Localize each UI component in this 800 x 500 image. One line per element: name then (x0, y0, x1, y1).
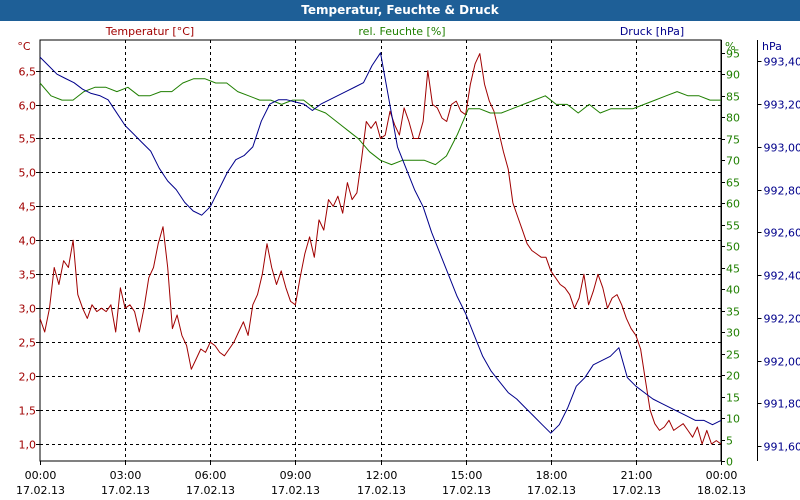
left-tick-label: 3,0 (19, 303, 37, 316)
right1-tick-label: 5 (726, 435, 733, 448)
left-tick-label: 3,5 (19, 269, 37, 282)
x-tick-time-label: 18:00 (536, 469, 568, 482)
right1-tick-label: 40 (726, 284, 740, 297)
right1-tick-label: 30 (726, 327, 740, 340)
right1-tick-label: 65 (726, 177, 740, 190)
right1-tick-label: 0 (726, 456, 733, 469)
right2-tick-label: 991,60 (764, 441, 800, 454)
x-tick-date-label: 17.02.13 (101, 484, 150, 497)
left-tick-label: 6,5 (19, 66, 37, 79)
left-tick-label: 2,0 (19, 371, 37, 384)
right2-tick-label: 992,80 (764, 185, 800, 198)
right2-tick-label: 992,20 (764, 313, 800, 326)
temperature-series-line (39, 53, 722, 445)
right1-tick-label: 20 (726, 370, 740, 383)
right1-tick-label: 70 (726, 155, 740, 168)
humidity-series-line (39, 78, 721, 166)
right1-tick-label: 15 (726, 392, 740, 405)
right2-tick-label: 992,60 (764, 227, 800, 240)
right2-tick-label: 993,00 (764, 142, 800, 155)
left-tick-label: 1,5 (19, 405, 37, 418)
right1-tick-label: 80 (726, 112, 740, 125)
right2-tick-label: 993,40 (764, 56, 800, 69)
x-tick-date-label: 17.02.13 (16, 484, 65, 497)
x-tick-time-label: 09:00 (280, 469, 312, 482)
left-tick-label: 4,5 (19, 201, 37, 214)
left-tick-label: 4,0 (19, 235, 37, 248)
x-tick-time-label: 15:00 (451, 469, 483, 482)
x-tick-time-label: 21:00 (621, 469, 653, 482)
legend-label: Druck [hPa] (620, 25, 684, 38)
left-tick-label: 1,0 (19, 439, 37, 452)
right2-tick-label: 991,80 (764, 398, 800, 411)
label-layer: 00:00 17.02.13 03:00 17.02.13 06:00 17.02.13 0… (16, 25, 800, 497)
x-tick-date-label: 17.02.13 (527, 484, 576, 497)
chart-title: Temperatur, Feuchte & Druck (301, 3, 499, 17)
x-tick-date-label: 17.02.13 (271, 484, 320, 497)
right2-tick-label: 992,40 (764, 270, 800, 283)
x-tick-time-label: 00:00 (25, 469, 57, 482)
x-tick-date-label: 18.02.13 (697, 484, 746, 497)
title-bar (0, 0, 800, 21)
right1-tick-label: 35 (726, 306, 740, 319)
pressure-series-line (39, 52, 722, 434)
legend-label: Temperatur [°C] (105, 25, 194, 38)
grid-layer (39, 39, 722, 462)
right1-tick-label: 75 (726, 134, 740, 147)
right1-axis-unit: % (725, 40, 735, 53)
x-tick-date-label: 17.02.13 (442, 484, 491, 497)
right1-tick-label: 95 (726, 48, 740, 61)
left-tick-label: 6,0 (19, 100, 37, 113)
left-tick-label: 2,5 (19, 337, 37, 350)
x-tick-time-label: 06:00 (195, 469, 227, 482)
right1-tick-label: 90 (726, 69, 740, 82)
x-tick-date-label: 17.02.13 (357, 484, 406, 497)
axis-layer (36, 40, 762, 465)
right1-tick-label: 10 (726, 413, 740, 426)
right1-tick-label: 85 (726, 91, 740, 104)
x-tick-date-label: 17.02.13 (186, 484, 235, 497)
legend-label: rel. Feuchte [%] (358, 25, 445, 38)
x-tick-time-label: 00:00 (706, 469, 738, 482)
right1-tick-label: 60 (726, 198, 740, 211)
right1-tick-label: 25 (726, 349, 740, 362)
left-tick-label: 5,5 (19, 133, 37, 146)
series-layer (39, 52, 722, 445)
right2-axis-unit: hPa (762, 40, 782, 53)
right1-tick-label: 55 (726, 220, 740, 233)
plot-area-frame (39, 39, 722, 462)
right1-tick-label: 50 (726, 241, 740, 254)
right2-tick-label: 992,00 (764, 356, 800, 369)
left-tick-label: 5,0 (19, 167, 37, 180)
right2-tick-label: 993,20 (764, 99, 800, 112)
x-tick-date-label: 17.02.13 (612, 484, 661, 497)
x-tick-time-label: 12:00 (366, 469, 398, 482)
right1-tick-label: 45 (726, 263, 740, 276)
x-tick-time-label: 03:00 (110, 469, 142, 482)
left-axis-unit: °C (17, 40, 31, 53)
